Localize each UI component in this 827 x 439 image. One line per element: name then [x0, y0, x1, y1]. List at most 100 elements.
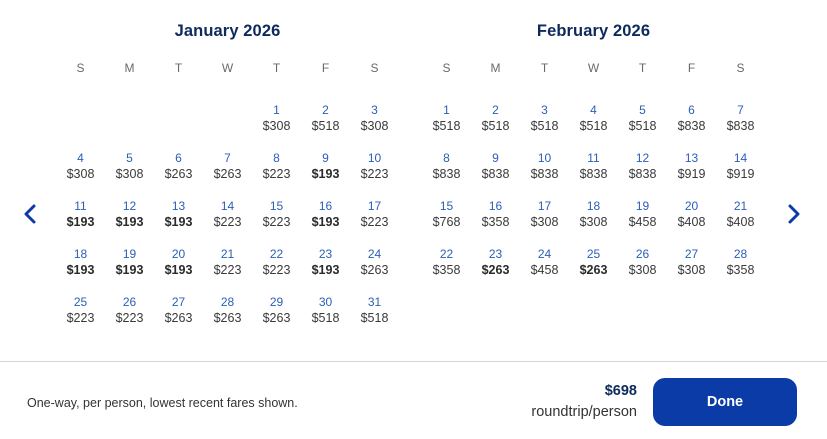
day-number: 5	[126, 151, 133, 165]
day-cell[interactable]: 9 $838	[471, 150, 520, 198]
day-cell[interactable]: 9 $193	[301, 150, 350, 198]
day-grid: 1 $518 2 $518 3 $518 4 $518 5 $518 6 $838 7 $838 8 $838…	[422, 102, 765, 294]
day-cell[interactable]: 15 $768	[422, 198, 471, 246]
next-month-button[interactable]	[782, 200, 806, 228]
day-price: $518	[432, 119, 461, 133]
day-number: 5	[639, 103, 646, 117]
day-price: $193	[66, 263, 95, 277]
day-number: 18	[73, 247, 88, 261]
day-cell[interactable]: 27 $263	[154, 294, 203, 342]
day-cell[interactable]: 31 $518	[350, 294, 399, 342]
day-cell[interactable]: 6 $263	[154, 150, 203, 198]
day-cell[interactable]: 21 $408	[716, 198, 765, 246]
day-cell[interactable]: 23 $263	[471, 246, 520, 294]
day-cell[interactable]: 28 $358	[716, 246, 765, 294]
day-number: 19	[122, 247, 137, 261]
day-price: $263	[213, 311, 242, 325]
day-cell[interactable]: 14 $919	[716, 150, 765, 198]
day-price: $193	[311, 263, 340, 277]
fare-note: One-way, per person, lowest recent fares…	[27, 396, 298, 410]
dow-label: S	[736, 61, 745, 75]
day-cell[interactable]: 18 $193	[56, 246, 105, 294]
day-cell[interactable]: 29 $263	[252, 294, 301, 342]
day-grid: 1 $308 2 $518 3 $308 4 $308 5 $308 6 $263 7 $263 8 $223…	[56, 102, 399, 342]
day-cell[interactable]: 19 $458	[618, 198, 667, 246]
month-title: February 2026	[536, 22, 651, 40]
day-cell[interactable]: 3 $308	[350, 102, 399, 150]
empty-day-cell	[203, 102, 252, 150]
day-cell[interactable]: 17 $308	[520, 198, 569, 246]
previous-month-button[interactable]	[18, 200, 42, 228]
day-cell[interactable]: 19 $193	[105, 246, 154, 294]
empty-day-cell	[154, 102, 203, 150]
day-cell[interactable]: 28 $263	[203, 294, 252, 342]
day-cell[interactable]: 1 $518	[422, 102, 471, 150]
day-cell[interactable]: 11 $193	[56, 198, 105, 246]
day-cell[interactable]: 3 $518	[520, 102, 569, 150]
day-number: 27	[684, 247, 699, 261]
day-price: $518	[360, 311, 389, 325]
day-number: 9	[492, 151, 499, 165]
day-price: $263	[213, 167, 242, 181]
day-cell[interactable]: 10 $223	[350, 150, 399, 198]
day-cell[interactable]: 14 $223	[203, 198, 252, 246]
fare-calendar: January 2026 S M T W T F S 1 $308 2 $518 3 $3…	[18, 22, 806, 342]
day-cell[interactable]: 30 $518	[301, 294, 350, 342]
day-cell[interactable]: 26 $308	[618, 246, 667, 294]
day-price: $308	[360, 119, 389, 133]
day-cell[interactable]: 1 $308	[252, 102, 301, 150]
day-cell[interactable]: 8 $223	[252, 150, 301, 198]
day-cell[interactable]: 18 $308	[569, 198, 618, 246]
price-subtext: roundtrip/person	[531, 404, 637, 420]
day-cell[interactable]: 24 $458	[520, 246, 569, 294]
day-number: 7	[224, 151, 231, 165]
day-number: 16	[488, 199, 503, 213]
day-cell[interactable]: 4 $518	[569, 102, 618, 150]
day-price: $263	[360, 263, 389, 277]
day-number: 9	[322, 151, 329, 165]
day-cell[interactable]: 24 $263	[350, 246, 399, 294]
day-number: 31	[367, 295, 382, 309]
day-cell[interactable]: 8 $838	[422, 150, 471, 198]
day-cell[interactable]: 13 $193	[154, 198, 203, 246]
day-cell[interactable]: 25 $223	[56, 294, 105, 342]
day-cell[interactable]: 5 $518	[618, 102, 667, 150]
day-cell[interactable]: 15 $223	[252, 198, 301, 246]
day-cell[interactable]: 2 $518	[301, 102, 350, 150]
day-cell[interactable]: 22 $223	[252, 246, 301, 294]
day-cell[interactable]: 22 $358	[422, 246, 471, 294]
day-cell[interactable]: 20 $408	[667, 198, 716, 246]
day-cell[interactable]: 27 $308	[667, 246, 716, 294]
day-number: 26	[635, 247, 650, 261]
day-cell[interactable]: 5 $308	[105, 150, 154, 198]
day-price: $358	[726, 263, 755, 277]
day-cell[interactable]: 11 $838	[569, 150, 618, 198]
day-cell[interactable]: 13 $919	[667, 150, 716, 198]
dow-label: T	[540, 61, 549, 75]
day-cell[interactable]: 12 $193	[105, 198, 154, 246]
day-cell[interactable]: 7 $838	[716, 102, 765, 150]
day-cell[interactable]: 20 $193	[154, 246, 203, 294]
day-number: 6	[688, 103, 695, 117]
day-cell[interactable]: 25 $263	[569, 246, 618, 294]
day-cell[interactable]: 12 $838	[618, 150, 667, 198]
day-number: 14	[733, 151, 748, 165]
day-cell[interactable]: 16 $193	[301, 198, 350, 246]
day-cell[interactable]: 26 $223	[105, 294, 154, 342]
day-price: $223	[66, 311, 95, 325]
day-number: 25	[586, 247, 601, 261]
day-cell[interactable]: 7 $263	[203, 150, 252, 198]
day-number: 26	[122, 295, 137, 309]
day-cell[interactable]: 21 $223	[203, 246, 252, 294]
day-cell[interactable]: 23 $193	[301, 246, 350, 294]
day-cell[interactable]: 6 $838	[667, 102, 716, 150]
day-cell[interactable]: 2 $518	[471, 102, 520, 150]
day-cell[interactable]: 17 $223	[350, 198, 399, 246]
done-button[interactable]: Done	[653, 378, 797, 426]
dow-label: S	[76, 61, 85, 75]
day-number: 17	[537, 199, 552, 213]
day-price: $223	[262, 263, 291, 277]
day-cell[interactable]: 4 $308	[56, 150, 105, 198]
day-cell[interactable]: 10 $838	[520, 150, 569, 198]
day-cell[interactable]: 16 $358	[471, 198, 520, 246]
